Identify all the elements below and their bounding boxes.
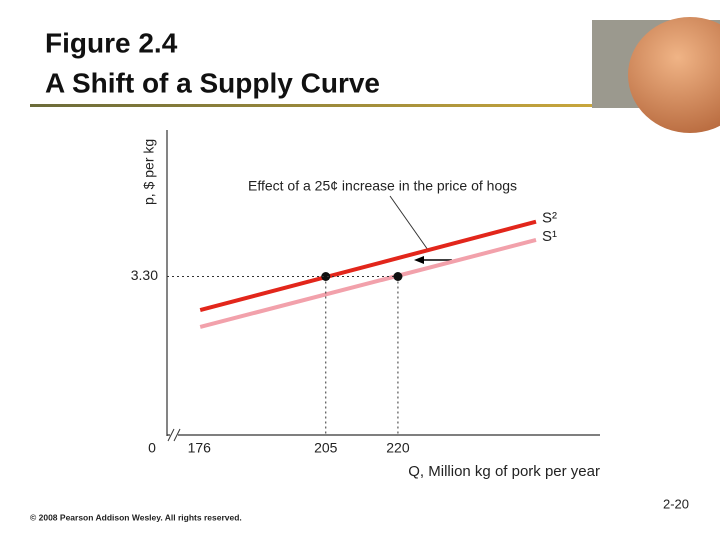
- plot: Effect of a 25¢ increase in the price of…: [141, 130, 600, 480]
- annotation-leader: [389, 195, 429, 251]
- origin-label: 0: [148, 440, 156, 456]
- series-label: S¹: [542, 228, 557, 245]
- axis-break: [173, 428, 181, 442]
- title-underline: [30, 104, 592, 107]
- equilibrium-point: [393, 271, 403, 281]
- axis-break: [170, 428, 178, 442]
- slide-title: A Shift of a Supply Curve: [45, 67, 380, 98]
- series-label: S²: [542, 210, 557, 227]
- axis-break: [167, 428, 175, 442]
- shift-arrowhead: [414, 256, 424, 264]
- supply-line: [199, 219, 537, 313]
- x-axis-label: Q, Million kg of pork per year: [408, 463, 600, 480]
- x-tick-label: 176: [188, 440, 212, 456]
- equilibrium-point: [321, 271, 331, 281]
- page-number: 2-20: [663, 496, 689, 511]
- y-tick-label: 3.30: [131, 267, 158, 283]
- decor-image: [592, 17, 720, 133]
- annotation: Effect of a 25¢ increase in the price of…: [248, 178, 517, 194]
- figure-label: Figure 2.4: [45, 27, 178, 58]
- x-tick-label: 205: [314, 440, 338, 456]
- supply-line: [199, 238, 537, 329]
- copyright: © 2008 Pearson Addison Wesley. All right…: [30, 512, 242, 522]
- x-tick-label: 220: [386, 440, 410, 456]
- y-axis-label: p, $ per kg: [141, 139, 157, 205]
